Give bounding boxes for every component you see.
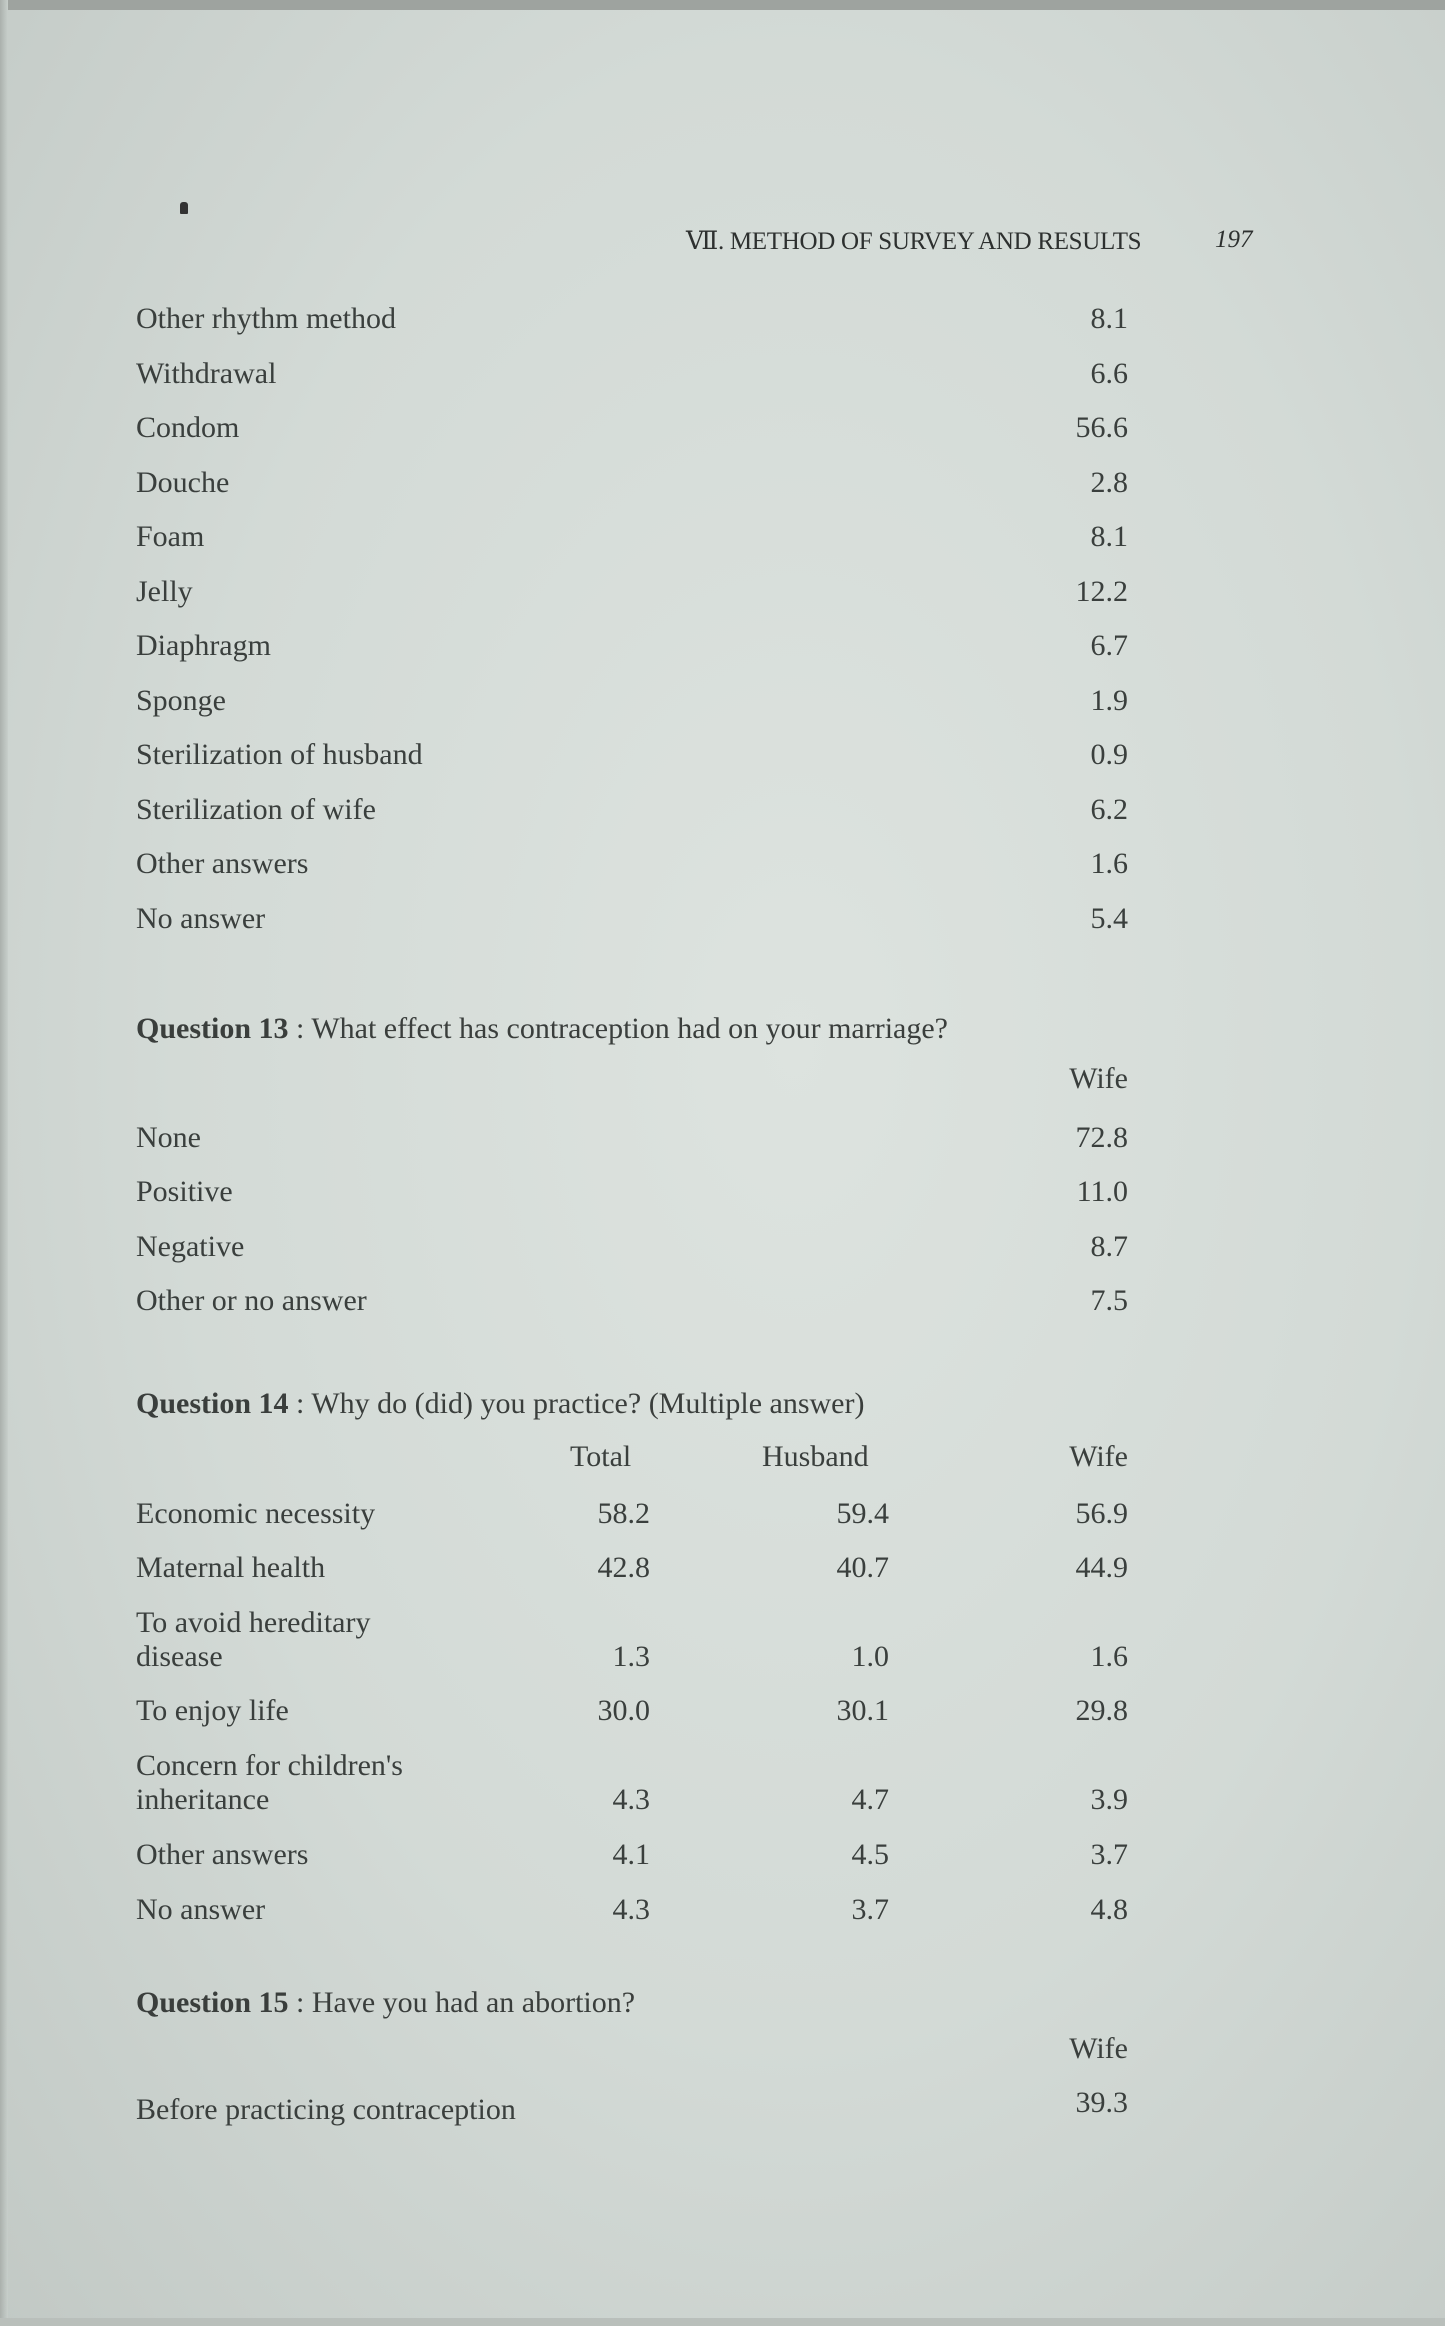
q14-row-label: inheritance [136, 1783, 270, 1816]
question-number: Question 13 [136, 1012, 289, 1045]
q14-value-total: 4.1 [612, 1838, 651, 1871]
page-bottom-edge [0, 2318, 1445, 2326]
q13-row-value: 8.7 [1090, 1229, 1129, 1263]
method-value: 1.6 [1090, 847, 1129, 880]
question-number: Question 15 [136, 1986, 289, 2019]
method-value: 2.8 [1090, 465, 1129, 499]
method-value: 56.6 [1075, 411, 1129, 444]
method-label: No answer [136, 901, 266, 935]
q14-row-label: Concern for children's [136, 1749, 403, 1782]
q14-value-husband: 30.1 [836, 1694, 890, 1727]
q14-row-label: disease [136, 1640, 223, 1673]
method-label: Foam [136, 520, 205, 553]
q14-value-total: 42.8 [597, 1551, 651, 1584]
q14-value-husband: 3.7 [851, 1893, 890, 1926]
q14-value-wife: 29.8 [1075, 1694, 1129, 1727]
q14-value-husband: 4.7 [851, 1783, 890, 1816]
q13-column-wife: Wife [1069, 1062, 1128, 1095]
method-value: 8.1 [1090, 520, 1129, 553]
q13-row-label: Other or no answer [136, 1283, 367, 1317]
q14-value-husband: 1.0 [851, 1640, 890, 1673]
q14-value-wife: 4.8 [1090, 1893, 1129, 1926]
method-value: 6.7 [1090, 629, 1129, 662]
q15-row-label: Before practicing contraception [136, 2093, 516, 2126]
method-label: Condom [136, 411, 240, 444]
page-left-edge [0, 0, 8, 2326]
q14-value-husband: 40.7 [836, 1551, 890, 1584]
method-label: Withdrawal [136, 356, 277, 390]
method-label: Sterilization of wife [136, 792, 376, 826]
method-label: Sponge [136, 683, 226, 717]
q14-value-total: 1.3 [612, 1640, 651, 1673]
q13-row-value: 11.0 [1076, 1175, 1128, 1209]
q14-row-label: Other answers [136, 1838, 309, 1871]
method-label: Jelly [136, 574, 193, 608]
page-top-edge [0, 0, 1445, 10]
q13-row-label: Positive [136, 1175, 233, 1209]
q14-value-husband: 4.5 [851, 1838, 890, 1871]
q13-row-label: None [136, 1121, 201, 1154]
q14-column-total: Total [570, 1440, 632, 1473]
q15-row-value: 39.3 [1075, 2086, 1129, 2119]
q14-value-wife: 44.9 [1075, 1551, 1129, 1584]
q14-value-total: 4.3 [612, 1893, 651, 1926]
q14-value-total: 30.0 [597, 1694, 651, 1727]
q14-column-wife: Wife [1069, 1440, 1128, 1473]
question-text: : Have you had an abortion? [296, 1986, 636, 2019]
q14-row-label: Maternal health [136, 1551, 326, 1584]
method-value: 6.2 [1090, 792, 1129, 826]
q15-column-wife: Wife [1069, 2032, 1128, 2065]
method-value: 1.9 [1090, 683, 1129, 717]
question-13-heading: Question 13 : What effect has contracept… [136, 1012, 948, 1046]
method-label: Douche [136, 465, 230, 499]
method-value: 8.1 [1090, 302, 1129, 335]
q14-value-total: 4.3 [612, 1783, 651, 1816]
q14-row-label: To enjoy life [136, 1694, 289, 1727]
method-value: 5.4 [1090, 901, 1129, 935]
q14-row-label: To avoid hereditary [136, 1606, 371, 1639]
question-14-heading: Question 14 : Why do (did) you practice?… [136, 1387, 864, 1421]
method-value: 0.9 [1090, 738, 1129, 771]
q14-value-total: 58.2 [597, 1497, 651, 1530]
method-label: Other rhythm method [136, 302, 396, 335]
method-value: 12.2 [1075, 574, 1129, 608]
method-label: Other answers [136, 847, 309, 880]
method-label: Sterilization of husband [136, 738, 423, 771]
question-15-heading: Question 15 : Have you had an abortion? [136, 1986, 635, 2020]
page-number: 197 [1215, 226, 1253, 253]
ink-mark [180, 202, 188, 214]
q14-value-wife: 56.9 [1075, 1497, 1129, 1530]
method-label: Diaphragm [136, 629, 271, 662]
question-text: : Why do (did) you practice? (Multiple a… [296, 1387, 865, 1420]
q14-column-husband: Husband [762, 1440, 869, 1473]
q13-row-label: Negative [136, 1229, 245, 1263]
q14-value-husband: 59.4 [836, 1497, 890, 1530]
running-header: Ⅶ. METHOD OF SURVEY AND RESULTS [686, 228, 1142, 255]
method-value: 6.6 [1090, 356, 1129, 390]
q14-value-wife: 3.7 [1090, 1838, 1129, 1871]
q13-row-value: 72.8 [1075, 1121, 1129, 1154]
q14-row-label: No answer [136, 1893, 266, 1926]
q14-row-label: Economic necessity [136, 1497, 376, 1530]
q14-value-wife: 1.6 [1090, 1640, 1129, 1673]
question-text: : What effect has contraception had on y… [296, 1012, 948, 1045]
q13-row-value: 7.5 [1090, 1283, 1129, 1317]
q14-value-wife: 3.9 [1090, 1783, 1129, 1816]
question-number: Question 14 [136, 1387, 289, 1420]
